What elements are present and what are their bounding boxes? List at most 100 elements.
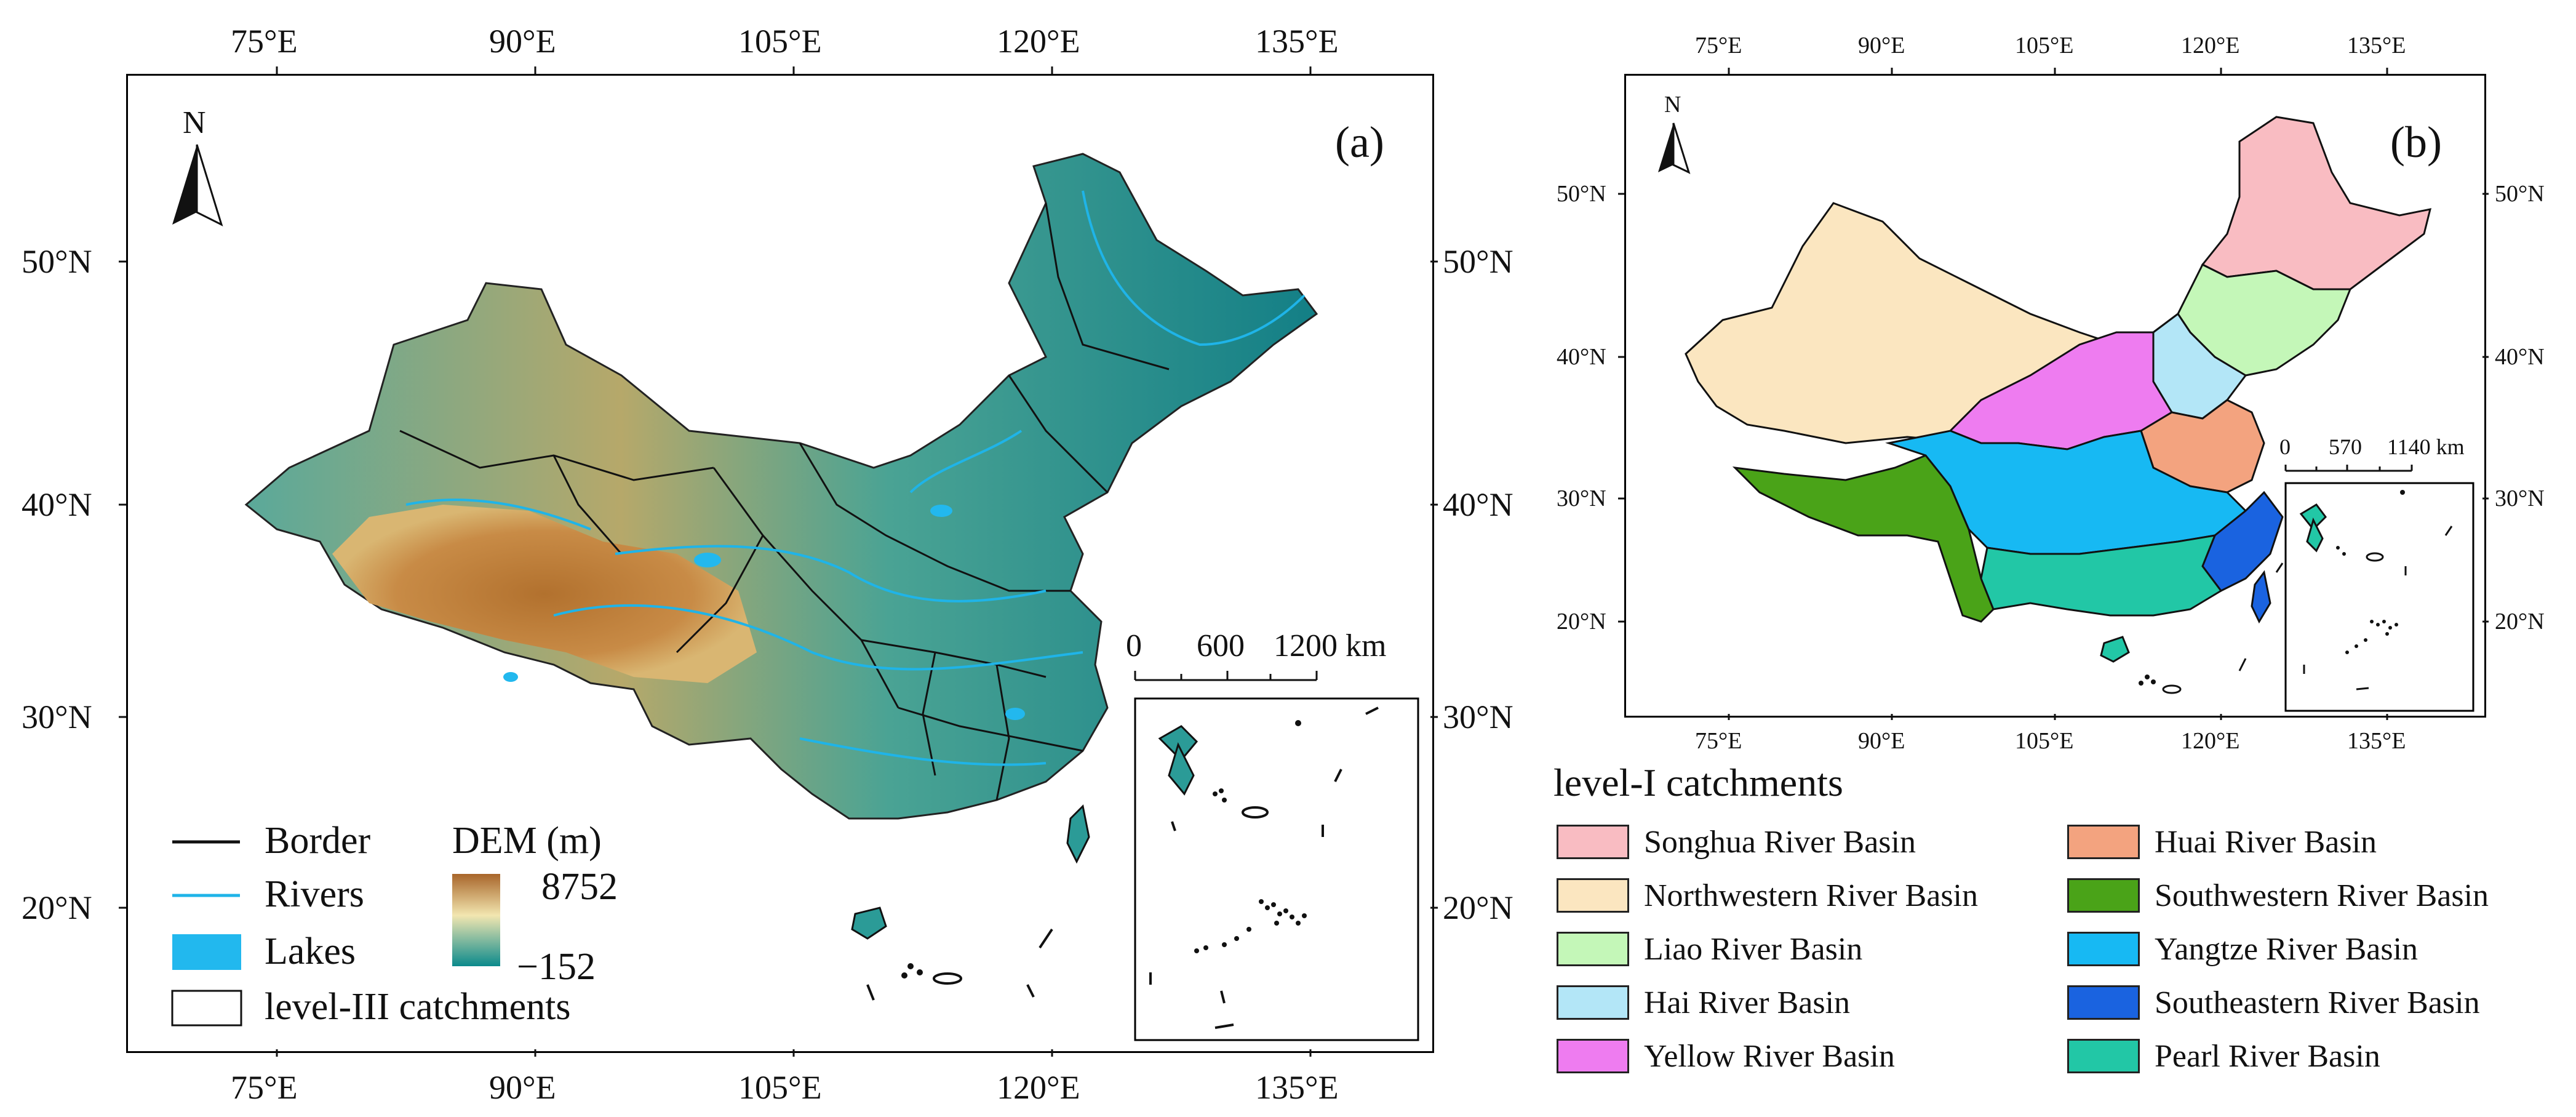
- legend-label: Northwestern River Basin: [1644, 878, 1979, 913]
- panel-b-inset-content: [2299, 490, 2453, 691]
- panel-b-x-tick-bottom: 90°E: [1858, 728, 1905, 754]
- legend-item-hai: Hai River Basin: [1557, 982, 1850, 1023]
- panel-b-x-tick-bottom: 120°E: [2181, 728, 2240, 754]
- legend-item-songhua: Songhua River Basin: [1557, 822, 1916, 862]
- legend-item-southwestern: Southwestern River Basin: [2067, 875, 2489, 916]
- legend-label: Hai River Basin: [1644, 985, 1851, 1020]
- panel-a-x-tick-top: 105°E: [738, 23, 822, 60]
- panel-b-y-tick-left: 30°N: [1557, 486, 1606, 511]
- panel-b-x-tick-top: 90°E: [1858, 33, 1905, 58]
- basin-southwestern: [1732, 454, 1995, 623]
- panel-a-x-tick-top: 75°E: [231, 23, 298, 60]
- hainan-island: [851, 907, 887, 940]
- legend-item-northwestern: Northwestern River Basin: [1557, 875, 1978, 916]
- south-china-sea-islands: [866, 928, 1053, 1001]
- legend-swatch: [2067, 985, 2140, 1020]
- taiwan-island: [1066, 804, 1090, 864]
- legend-label: Songhua River Basin: [1644, 824, 1916, 860]
- legend-swatch: [1557, 1039, 1629, 1073]
- panel-b-x-tick-bottom: 105°E: [2015, 728, 2074, 754]
- panel-a-x-tick-bottom: 75°E: [231, 1069, 298, 1106]
- panel-a-north-label: N: [183, 105, 206, 140]
- panel-a-x-tick-top: 135°E: [1255, 23, 1339, 60]
- legend-swatch: [1557, 878, 1629, 913]
- rivers: [405, 190, 1306, 766]
- panel-a-y-tick-right: 30°N: [1443, 699, 1513, 735]
- panel-b-taiwan: [2251, 570, 2271, 624]
- panel-a-scale-label-mid: 600: [1197, 628, 1245, 663]
- panel-b-x-tick-bottom: 135°E: [2347, 728, 2406, 754]
- legend-swatch: [2067, 878, 2140, 913]
- panel-a-y-tick-left: 50°N: [22, 243, 92, 280]
- panel-b-x-tick-top: 105°E: [2015, 33, 2074, 58]
- legend-label: Pearl River Basin: [2155, 1038, 2380, 1074]
- panel-a-y-tick-left: 20°N: [22, 889, 92, 926]
- panel-b-hainan: [2100, 636, 2130, 663]
- panel-a-y-tick-right: 40°N: [1443, 486, 1513, 523]
- panel-b-x-tick-bottom: 75°E: [1695, 728, 1742, 754]
- panel-a-x-tick-bottom: 120°E: [997, 1069, 1080, 1106]
- panel-b-y-tick-right: 30°N: [2495, 486, 2545, 511]
- panel-b-x-tick-top: 75°E: [1695, 33, 1742, 58]
- panel-a-x-tick-top: 120°E: [997, 23, 1080, 60]
- legend-swatch: [1557, 932, 1629, 966]
- panel-a-y-tick-right: 20°N: [1443, 889, 1513, 926]
- panel-a-y-tick-left: 40°N: [22, 486, 92, 523]
- legend-swatch: [2067, 1039, 2140, 1073]
- dem-legend-title: DEM (m): [452, 820, 602, 862]
- legend-item-yellow: Yellow River Basin: [1557, 1036, 1895, 1076]
- legend-label: Southeastern River Basin: [2155, 985, 2480, 1020]
- panel-b-y-tick-left: 40°N: [1557, 344, 1606, 370]
- basin-pearl: [1980, 534, 2223, 617]
- basin-songhua: [2201, 116, 2432, 290]
- legend-swatch: [1557, 825, 1629, 859]
- panel-b-y-tick-right: 50°N: [2495, 181, 2545, 207]
- legend-swatch: [2067, 825, 2140, 859]
- legend-label: Southwestern River Basin: [2155, 878, 2489, 913]
- legend-swatch: [2067, 932, 2140, 966]
- legend-label: Yangtze River Basin: [2155, 931, 2418, 967]
- legend-lake-swatch: [172, 934, 241, 970]
- panel-b-y-tick-left: 50°N: [1557, 181, 1606, 207]
- legend-item-huai: Huai River Basin: [2067, 822, 2377, 862]
- panel-a-y-tick-right: 50°N: [1443, 243, 1513, 280]
- catchment-boundaries: [399, 202, 1170, 801]
- panel-b-x-tick-top: 120°E: [2181, 33, 2240, 58]
- panel-a-x-tick-bottom: 90°E: [489, 1069, 556, 1106]
- panel-a-tick-marks: [119, 66, 1438, 1057]
- panel-b-x-tick-top: 135°E: [2347, 33, 2406, 58]
- lakes: [503, 505, 1025, 720]
- legend-label: Huai River Basin: [2155, 824, 2377, 860]
- panel-a-north-arrow-icon: [172, 144, 223, 226]
- panel-b-tick-marks: [1618, 68, 2489, 720]
- panel-b-label: (b): [2390, 118, 2442, 167]
- panel-b-scale-label-max: 1140 km: [2387, 434, 2465, 459]
- panel-a-scale-label-0: 0: [1126, 628, 1142, 663]
- panel-a-inset-content: [1149, 707, 1379, 1029]
- dem-legend-max: 8752: [541, 866, 618, 908]
- panel-b-scale-label-0: 0: [2279, 434, 2291, 459]
- china-landmass: [244, 153, 1318, 820]
- legend-item-liao: Liao River Basin: [1557, 929, 1862, 969]
- panel-b-north-arrow-icon: [1658, 122, 1691, 174]
- panel-a-scale-label-max: 1200 km: [1274, 628, 1387, 663]
- legend-item-pearl: Pearl River Basin: [2067, 1036, 2380, 1076]
- panel-a-scale-bar: [1134, 671, 1318, 681]
- panel-b-y-tick-right: 20°N: [2495, 609, 2545, 635]
- panel-b-y-tick-left: 20°N: [1557, 609, 1606, 635]
- panel-a-y-tick-left: 30°N: [22, 699, 92, 735]
- legend-catchments-label: level-III catchments: [265, 986, 571, 1028]
- legend-item-yangtze: Yangtze River Basin: [2067, 929, 2418, 969]
- legend-label: Yellow River Basin: [1644, 1038, 1895, 1074]
- panel-b-north-label: N: [1664, 92, 1681, 118]
- legend-border-label: Border: [265, 820, 371, 862]
- dem-color-bar: [452, 874, 500, 966]
- panel-b-scale-label-mid: 570: [2329, 434, 2362, 459]
- panel-b-y-tick-right: 40°N: [2495, 344, 2545, 370]
- panel-b-sea-islands: [2139, 563, 2284, 694]
- level-i-legend-title: level-I catchments: [1553, 761, 1843, 804]
- legend-catchment-swatch: [171, 990, 242, 1027]
- legend-rivers-label: Rivers: [265, 873, 364, 915]
- panel-a-x-tick-bottom: 135°E: [1255, 1069, 1339, 1106]
